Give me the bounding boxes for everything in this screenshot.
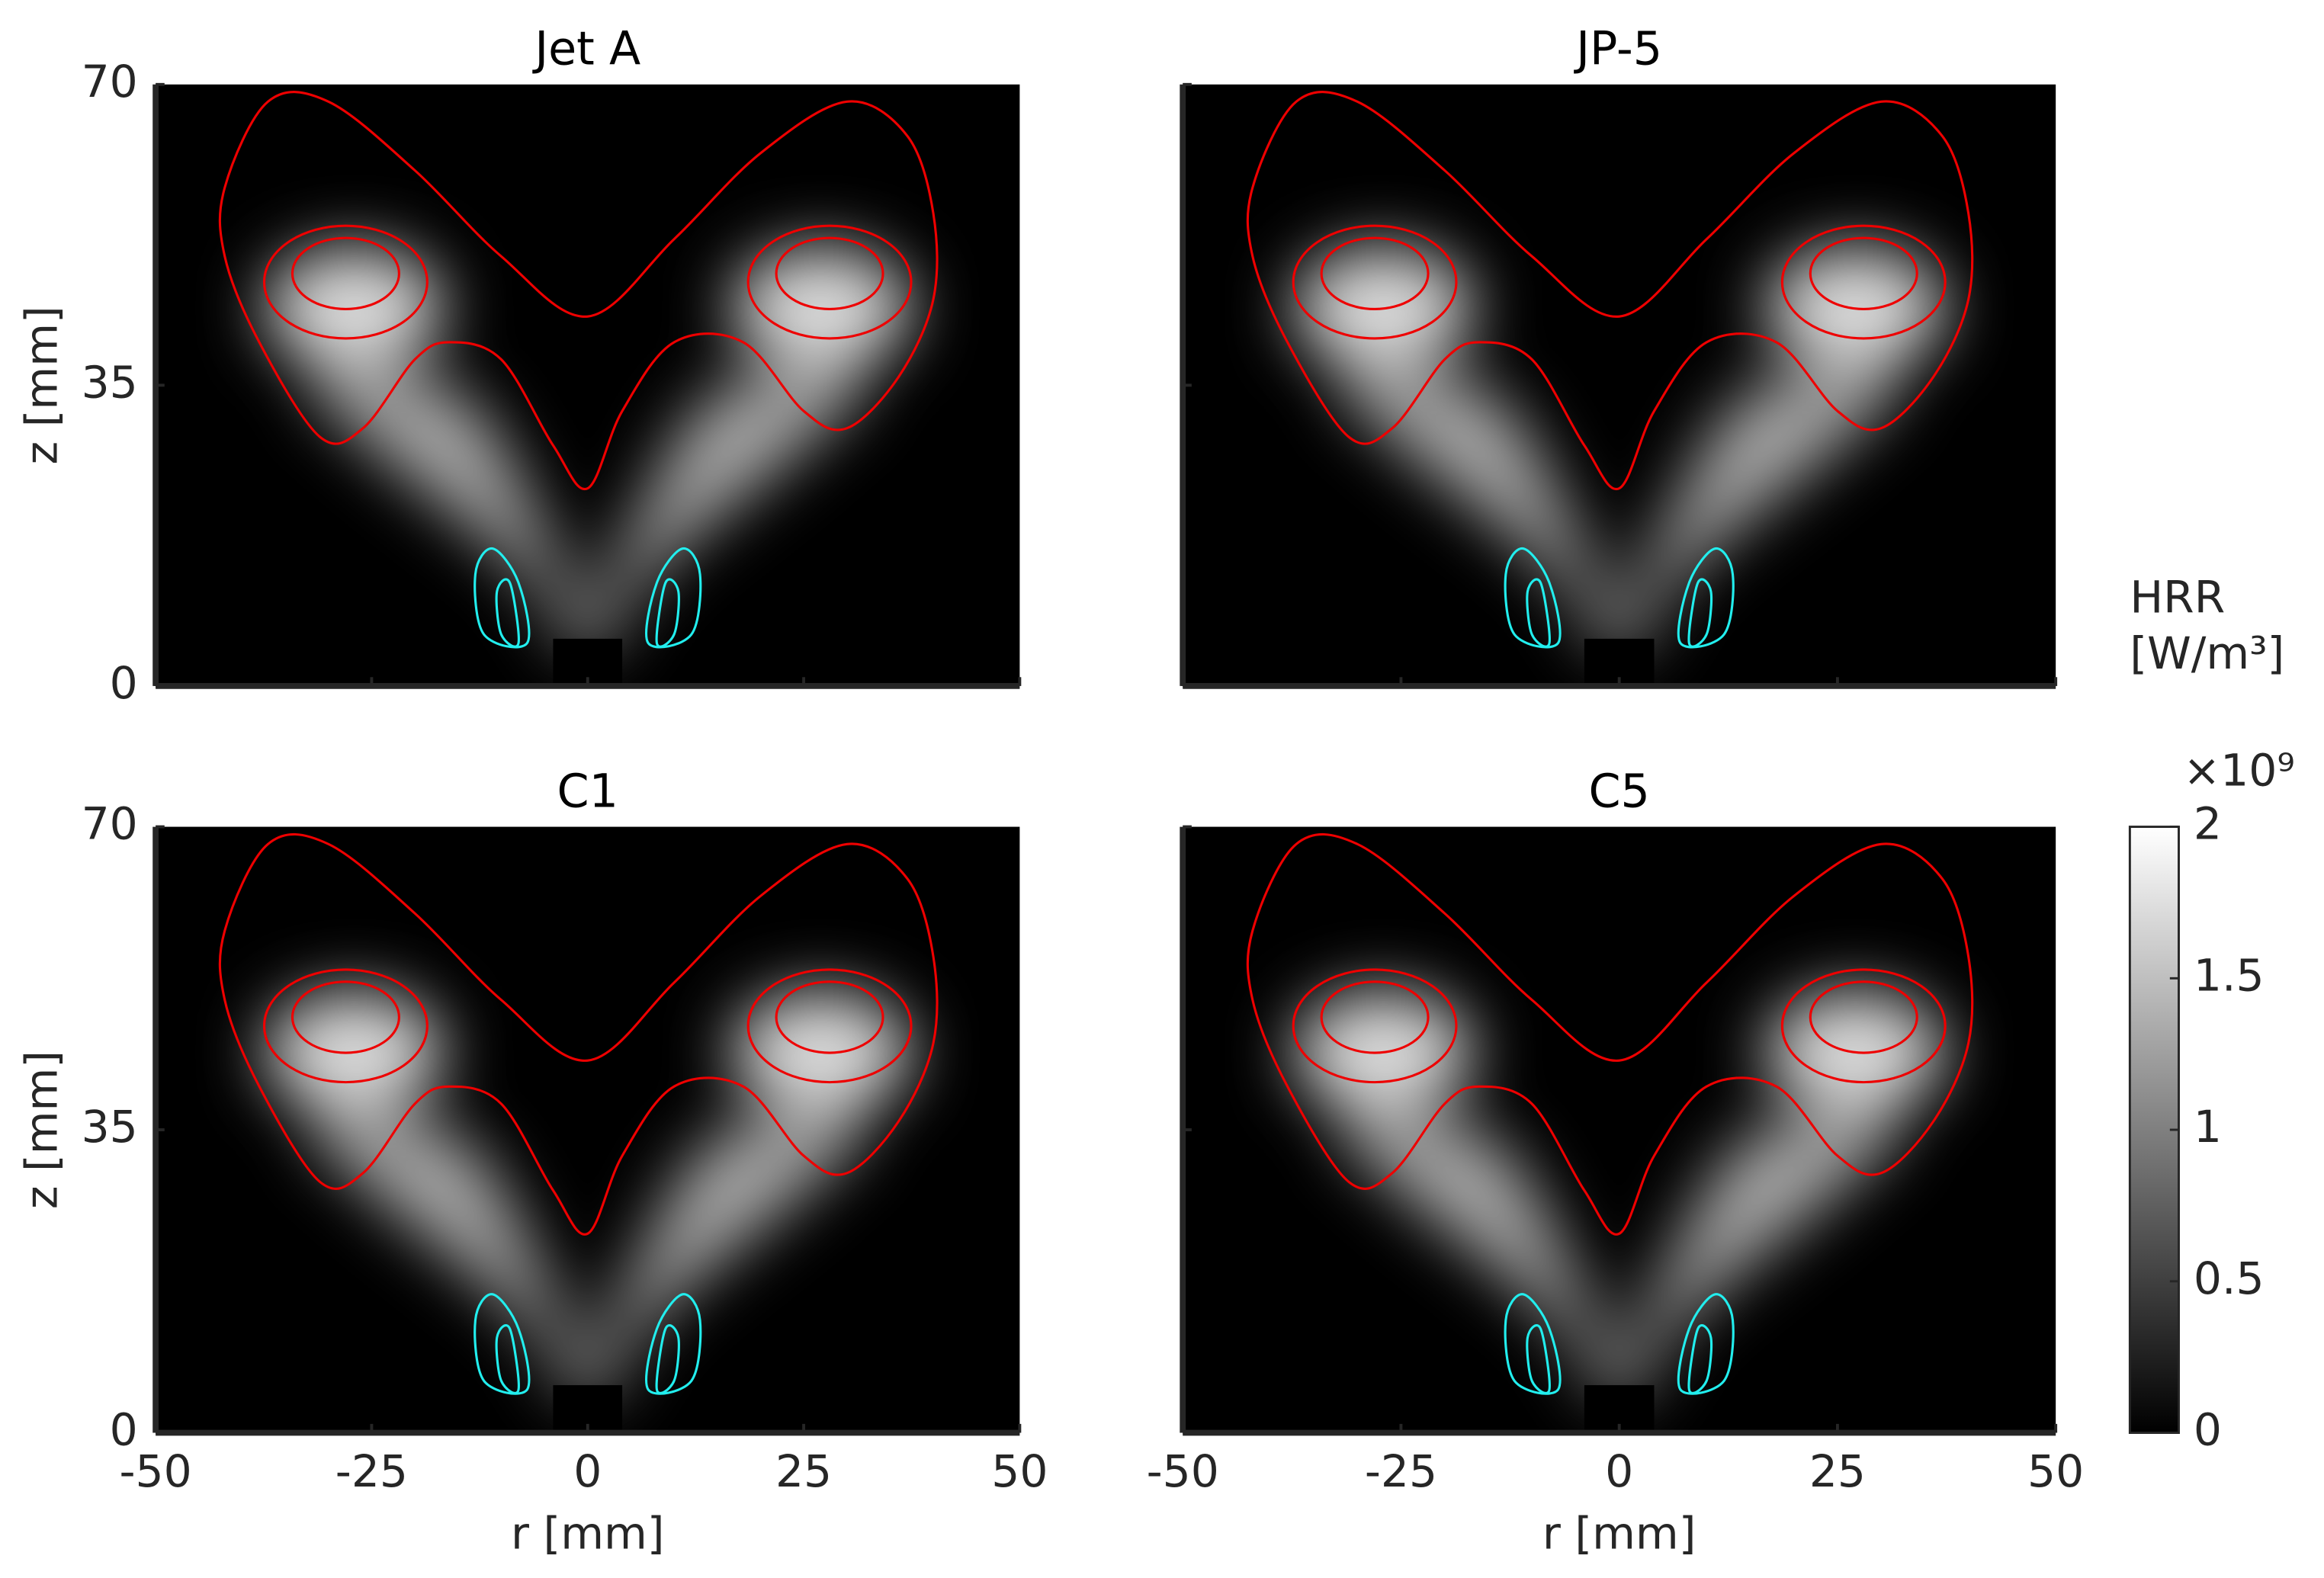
glow <box>1337 371 1902 652</box>
red-contour <box>290 236 400 311</box>
x-tick-label: -50 <box>1147 1445 1219 1497</box>
y-tick-label: 35 <box>82 1101 138 1153</box>
colorbar-multiplier: ×10⁹ <box>2183 745 2294 797</box>
colorbar-label: [W/m³] <box>2130 627 2284 679</box>
contours <box>218 91 939 649</box>
cyan-contour <box>1687 578 1713 648</box>
cyan-contour <box>1677 1293 1735 1395</box>
glow <box>308 371 868 652</box>
y-tick-label: 35 <box>82 356 138 408</box>
cyan-contour <box>655 1324 680 1394</box>
contours <box>1246 91 1974 649</box>
cyan-contour <box>1504 547 1562 649</box>
cyan-contour <box>1526 578 1551 648</box>
red-contour <box>262 968 429 1084</box>
red-contour <box>1292 968 1458 1084</box>
colorbar-tick-label: 1 <box>2194 1101 2222 1153</box>
red-contour <box>1809 236 1918 311</box>
colorbar-tick-label: 2 <box>2194 798 2222 850</box>
x-tick-label: -50 <box>119 1445 191 1497</box>
y-tick-label: 70 <box>82 798 138 850</box>
panel-title: Jet A <box>531 23 640 76</box>
x-tick-label: 50 <box>991 1445 1048 1497</box>
red-contour <box>218 832 939 1236</box>
red-contour <box>775 980 884 1054</box>
glow <box>1337 1115 1902 1399</box>
x-tick-label: 0 <box>1605 1445 1633 1497</box>
red-contour <box>1780 224 1947 340</box>
colorbar-tick-label: 1.5 <box>2194 949 2265 1001</box>
y-axis-label: z [mm] <box>15 306 67 464</box>
red-contour <box>1320 236 1430 311</box>
cyan-contour <box>655 578 680 648</box>
x-tick-label: 0 <box>573 1445 602 1497</box>
red-contour <box>1809 980 1918 1054</box>
y-axis-label: z [mm] <box>15 1050 67 1209</box>
red-contour <box>746 968 913 1084</box>
x-tick-label: 25 <box>1809 1445 1866 1497</box>
red-contour <box>1292 224 1458 340</box>
cyan-contour <box>645 1293 702 1395</box>
cyan-contour <box>495 578 520 648</box>
panel-title: C1 <box>557 765 618 818</box>
heatmap-bg <box>156 84 1020 686</box>
red-contour <box>1320 980 1430 1054</box>
x-axis-label: r [mm] <box>511 1508 665 1560</box>
heatmap-bg <box>1183 826 2056 1433</box>
cyan-contour <box>645 547 702 649</box>
red-contour <box>1246 91 1974 491</box>
heatmap-bg <box>1183 84 2056 686</box>
x-tick-label: -25 <box>335 1445 408 1497</box>
red-contour <box>1780 968 1947 1084</box>
cyan-contour <box>1677 547 1735 649</box>
panel-title: JP-5 <box>1573 23 1662 76</box>
red-contour <box>775 236 884 311</box>
y-tick-label: 0 <box>110 1404 138 1456</box>
red-contour <box>1246 832 1974 1236</box>
red-contour <box>746 224 913 340</box>
red-contour <box>262 224 429 340</box>
contours <box>218 832 939 1395</box>
x-tick-label: 50 <box>2027 1445 2084 1497</box>
cyan-contour <box>473 547 531 649</box>
red-contour <box>290 980 400 1054</box>
y-tick-label: 70 <box>82 56 138 107</box>
panel-title: C5 <box>1588 765 1649 818</box>
contours <box>1246 832 1974 1395</box>
colorbar-label: HRR <box>2130 571 2225 623</box>
heatmap-bg <box>156 826 1020 1433</box>
cyan-contour <box>1504 1293 1562 1395</box>
cyan-contour <box>1526 1324 1551 1394</box>
cyan-contour <box>473 1293 531 1395</box>
cyan-contour <box>1687 1324 1713 1394</box>
x-tick-label: -25 <box>1365 1445 1437 1497</box>
x-axis-label: r [mm] <box>1542 1508 1696 1560</box>
colorbar-tick-label: 0 <box>2194 1404 2222 1456</box>
y-tick-label: 0 <box>110 657 138 709</box>
red-contour <box>218 91 939 491</box>
colorbar-tick-label: 0.5 <box>2194 1252 2265 1304</box>
cyan-contour <box>495 1324 520 1394</box>
glow <box>308 1115 868 1399</box>
x-tick-label: 25 <box>775 1445 832 1497</box>
